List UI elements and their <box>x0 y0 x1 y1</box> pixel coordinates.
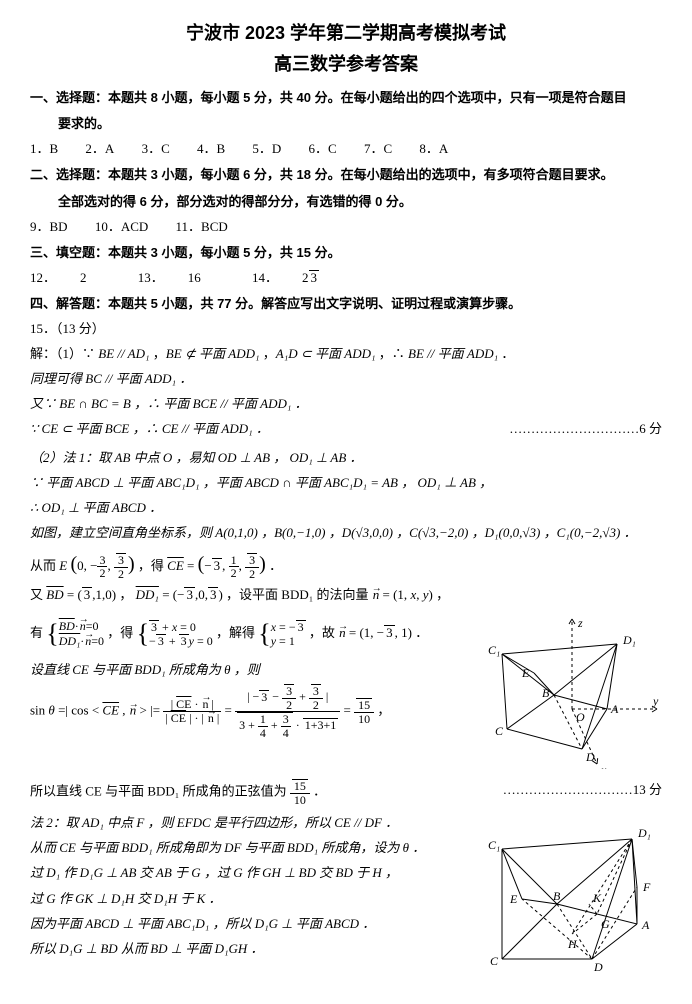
ans-7: 7．C <box>364 138 392 160</box>
svg-text:E: E <box>521 666 530 680</box>
svg-text:D₁: D₁ <box>622 633 636 647</box>
svg-text:D: D <box>585 750 595 764</box>
q15-m1-head: （2）法 1：取 AB 中点 O ，易知 OD ⊥ AB ， OD₁ ⊥ AB … <box>30 447 662 469</box>
section-2-heading-cont: 全部选对的得 6 分，部分选对的得部分分，有选错的得 0 分。 <box>30 191 662 213</box>
q15-m2-l3: 过 D₁ 作 D₁G ⊥ AB 交 AB 于 G ，过 G 作 GH ⊥ BD … <box>30 862 454 884</box>
section-3-answers: 12．2 13．16 14．23 <box>30 267 662 289</box>
q15-label: 15．（13 分） <box>30 318 662 340</box>
section-1-heading-cont: 要求的。 <box>30 113 662 135</box>
svg-text:B: B <box>553 889 561 903</box>
ans-6: 6．C <box>309 138 337 160</box>
ans-12: 12．2 <box>30 267 111 289</box>
svg-text:D: D <box>593 960 603 974</box>
ans-4: 4．B <box>197 138 225 160</box>
svg-text:C: C <box>490 954 499 968</box>
q15-m1-l5: 从而 E (0, −32, 32) ，得 CE = (−3, 12, 32) ． <box>30 547 662 581</box>
figure-1-coord-system: O A B C D D₁ C₁ Ex y z <box>462 609 662 776</box>
q15-sol1-l4: ∵ CE ⊂ 平面 BCE ，∴ CE // 平面 ADD₁ ． 6 分 <box>30 418 662 440</box>
q15-m1-l9: sin θ =| cos < CE , n > |= | CE · n || C… <box>30 684 454 739</box>
svg-text:F: F <box>642 880 651 894</box>
section-3-heading: 三、填空题：本题共 3 小题，每小题 5 分，共 15 分。 <box>30 242 662 264</box>
svg-text:E: E <box>509 892 518 906</box>
svg-text:C₁: C₁ <box>488 838 500 852</box>
ans-1: 1．B <box>30 138 58 160</box>
exam-title-line2: 高三数学参考答案 <box>30 49 662 80</box>
svg-text:z: z <box>577 616 583 630</box>
section-1-heading: 一、选择题：本题共 8 小题，每小题 5 分，共 40 分。在每小题给出的四个选… <box>30 87 662 109</box>
svg-text:A: A <box>610 702 619 716</box>
q15-m2-head: 法 2：取 AD₁ 中点 F ，则 EFDC 是平行四边形，所以 CE // D… <box>30 812 454 834</box>
q15-sol1-l1: 解：（1）∵ BE // AD₁ ，BE ⊄ 平面 ADD₁ ，A₁D ⊂ 平面… <box>30 343 662 365</box>
q15-m1-l8: 设直线 CE 与平面 BDD₁ 所成角为 θ ，则 <box>30 659 454 681</box>
svg-text:D₁: D₁ <box>637 826 651 840</box>
q15-m1-l10: 所以直线 CE 与平面 BDD₁ 所成角的正弦值为 1510 ． 13 分 <box>30 779 662 806</box>
svg-text:K: K <box>592 891 602 905</box>
section-4-heading: 四、解答题：本题共 5 小题，共 77 分。解答应写出文字说明、证明过程或演算步… <box>30 293 662 315</box>
q15-m2-l2: 从而 CE 与平面 BDD₁ 所成角即为 DF 与平面 BDD₁ 所成角，设为 … <box>30 837 454 859</box>
ans-8: 8．A <box>419 138 448 160</box>
svg-text:O: O <box>576 710 585 724</box>
q15-sol1-l2: 同理可得 BC // 平面 ADD₁ ． <box>30 368 662 390</box>
section-2-answers: 9．BD 10．ACD 11．BCD <box>30 216 662 238</box>
q15-m1-l4: 如图，建立空间直角坐标系，则 A(0,1,0) ，B(0,−1,0) ，D(√3… <box>30 522 662 544</box>
ans-9: 9．BD <box>30 216 68 238</box>
q15-m1-l2: ∵ 平面 ABCD ⊥ 平面 ABC₁D₁ ，平面 ABCD ∩ 平面 ABC₁… <box>30 472 662 494</box>
ans-10: 10．ACD <box>95 216 148 238</box>
q15-m1-l6: 又 BD = (3,1,0) ， DD₁ = (−3,0,3) ，设平面 BDD… <box>30 584 662 606</box>
q15-m2-l5: 因为平面 ABCD ⊥ 平面 ABC₁D₁ ，所以 D₁G ⊥ 平面 ABCD … <box>30 913 454 935</box>
svg-text:y: y <box>652 694 659 708</box>
ans-2: 2．A <box>85 138 114 160</box>
svg-text:H: H <box>567 937 578 951</box>
q15-m1-l3: ∴ OD₁ ⊥ 平面 ABCD ． <box>30 497 662 519</box>
svg-text:C₁: C₁ <box>488 643 500 657</box>
q15-m1-l7: 有 { BD·n=0 DD₁·n=0 ，得 { 3 + x = 0 −3 + 3… <box>30 612 454 656</box>
q15-m2-l6: 所以 D₁G ⊥ BD 从而 BD ⊥ 平面 D₁GH ． <box>30 938 454 960</box>
ans-5: 5．D <box>252 138 281 160</box>
svg-text:G: G <box>601 917 610 931</box>
ans-13: 13．16 <box>138 267 225 289</box>
exam-title-line1: 宁波市 2023 学年第二学期高考模拟考试 <box>30 18 662 49</box>
ans-14: 14．23 <box>252 267 343 289</box>
ans-11: 11．BCD <box>176 216 228 238</box>
svg-text:B: B <box>542 686 550 700</box>
svg-text:C: C <box>495 724 504 738</box>
score-13: 13 分 <box>503 779 662 801</box>
q15-sol1-l3: 又∵ BE ∩ BC = B ，∴ 平面 BCE // 平面 ADD₁ ． <box>30 393 662 415</box>
section-1-answers: 1．B 2．A 3．C 4．B 5．D 6．C 7．C 8．A <box>30 138 662 160</box>
section-2-heading: 二、选择题：本题共 3 小题，每小题 6 分，共 18 分。在每小题给出的选项中… <box>30 164 662 186</box>
svg-text:x: x <box>600 763 607 769</box>
svg-text:A: A <box>641 918 650 932</box>
q15-m2-l4: 过 G 作 GK ⊥ D₁H 交 D₁H 于 K ． <box>30 888 454 910</box>
score-6: 6 分 <box>509 418 662 440</box>
ans-3: 3．C <box>142 138 170 160</box>
figure-2-solid-geometry: A B C D D₁ C₁ E F G H K <box>462 809 662 986</box>
